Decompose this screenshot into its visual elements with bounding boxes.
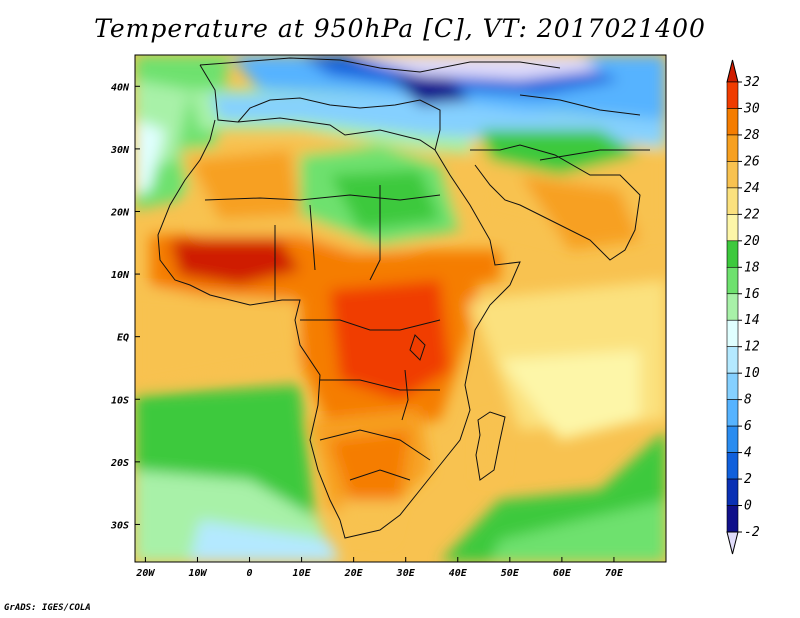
coastline-overlay <box>157 57 650 539</box>
colorbar-segment <box>726 293 739 321</box>
colorbar-segment <box>726 478 739 506</box>
plot-frame <box>134 54 667 563</box>
colorbar-segment <box>726 161 739 189</box>
colorbar-segment <box>726 346 739 374</box>
lat-tick-label: EQ <box>117 333 129 344</box>
colorbar-segment <box>726 425 739 453</box>
colorbar-segment <box>726 214 739 242</box>
colorbar-label: 6 <box>744 419 752 434</box>
grads-credit: GrADS: IGES/COLA <box>4 603 91 613</box>
lat-tick-label: 10N <box>111 270 130 281</box>
colorbar-segment <box>726 399 739 427</box>
colorbar-segment <box>726 266 739 295</box>
lat-tick-label: 40N <box>111 82 130 93</box>
colorbar-label: 2 <box>744 472 752 487</box>
lat-tick-label: 20N <box>110 207 130 218</box>
lon-tick-label: 60E <box>553 568 572 579</box>
colorbar-segment <box>726 134 739 162</box>
lon-tick-label: 50E <box>501 568 520 579</box>
colorbar-label: 32 <box>743 75 760 90</box>
colorbar-label: 30 <box>743 101 760 116</box>
lon-tick-label: 0 <box>247 568 253 579</box>
colorbar-label: 10 <box>744 366 760 381</box>
colorbar-bottom-arrow <box>726 531 739 555</box>
colorbar-label: 28 <box>744 128 760 143</box>
colorbar-label: -2 <box>744 525 760 540</box>
colorbar-segment <box>726 81 739 109</box>
colorbar-segment <box>726 108 739 136</box>
lat-tick-label: 30N <box>110 145 130 156</box>
colorbar-label: 8 <box>744 393 752 408</box>
colorbar-label: 4 <box>744 446 752 461</box>
latitude-axis: 40N 30N 20N 10N EQ 10S 20S 30S <box>110 82 140 531</box>
colorbar-segment <box>726 505 739 533</box>
temperature-field <box>135 55 666 562</box>
colorbar-label: 0 <box>744 499 752 514</box>
colorbar-label: 16 <box>744 287 760 302</box>
colorbar-label: 20 <box>744 234 760 249</box>
longitude-axis: 20W 10W 0 10E 20E 30E 40E 50E 60E 70E <box>135 557 624 579</box>
lat-tick-label: 30S <box>110 520 129 531</box>
lon-tick-label: 10W <box>188 568 207 579</box>
lat-tick-label: 10S <box>111 395 129 406</box>
colorbar-segment <box>726 240 739 268</box>
colorbar-label: 18 <box>744 260 760 275</box>
map-title: Temperature at 950hPa [C], VT: 201702140… <box>94 14 706 43</box>
lon-tick-label: 70E <box>605 568 624 579</box>
colorbar-label: 22 <box>744 207 760 222</box>
colorbar-segment <box>726 372 739 400</box>
lon-tick-label: 10E <box>293 568 312 579</box>
colorbar-label: 26 <box>744 154 760 169</box>
lon-tick-label: 20W <box>135 568 155 579</box>
colorbar-segment <box>726 452 739 480</box>
colorbar-label: 24 <box>744 181 760 196</box>
colorbar-segment <box>726 187 739 215</box>
lon-tick-label: 20E <box>344 568 364 579</box>
colorbar-label: 12 <box>744 340 760 355</box>
lon-tick-label: 30E <box>396 568 416 579</box>
colorbar-top-arrow <box>726 59 739 83</box>
lon-tick-label: 40E <box>449 568 468 579</box>
colorbar-label: 14 <box>744 313 760 328</box>
lat-tick-label: 20S <box>110 458 129 469</box>
colorbar-segment <box>726 319 739 348</box>
